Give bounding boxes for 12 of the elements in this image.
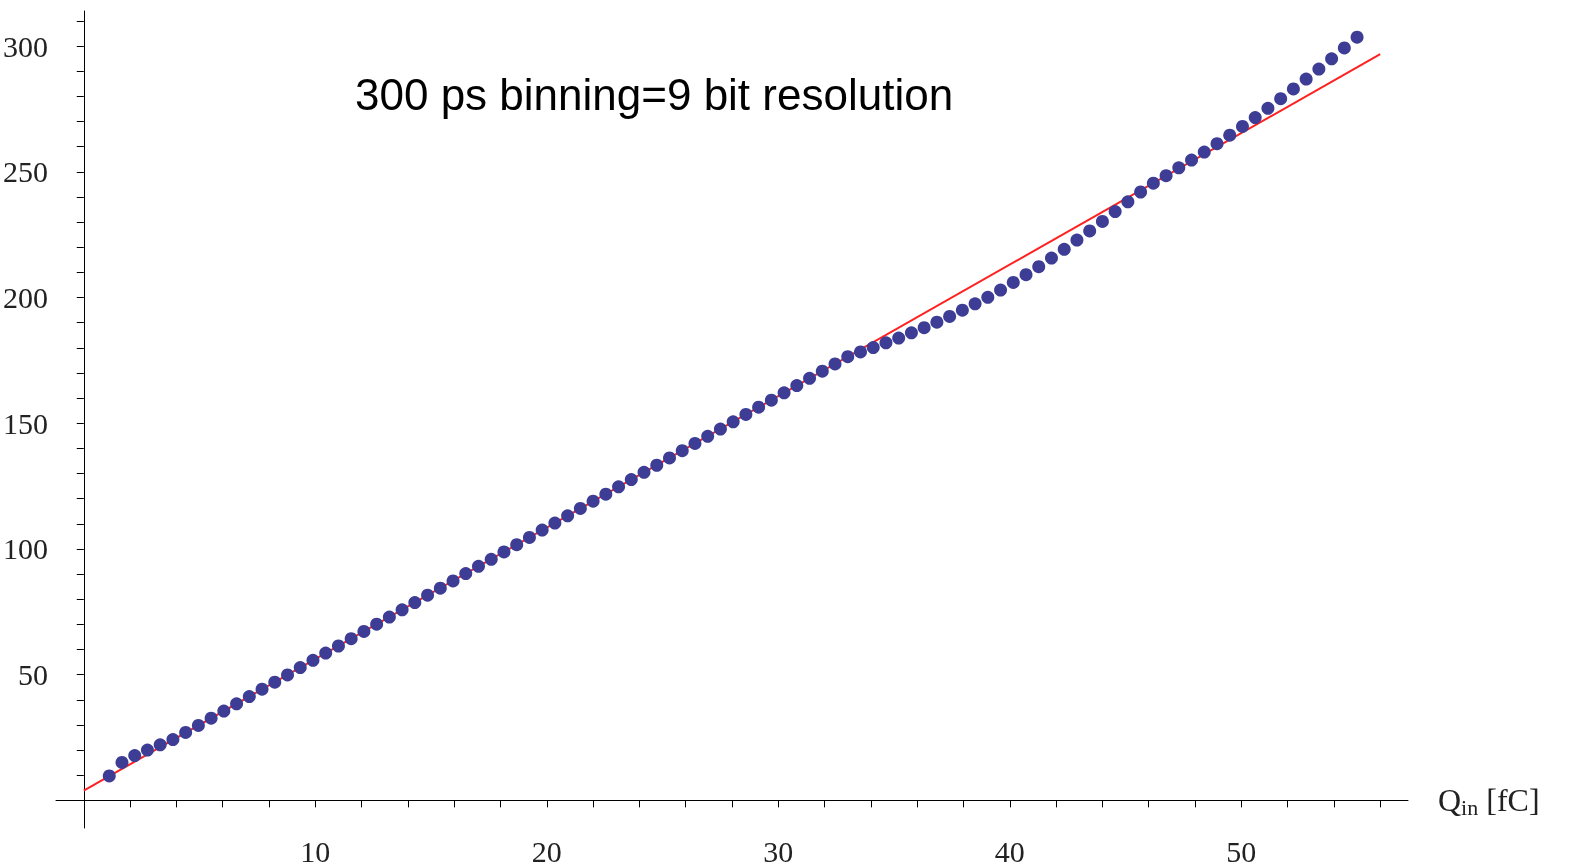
x-tick-label: 10 xyxy=(300,834,331,866)
x-tick-label: 30 xyxy=(763,834,794,866)
y-tick-label: 150 xyxy=(3,406,48,440)
y-tick-label: 50 xyxy=(18,658,48,692)
y-tick-label: 300 xyxy=(3,29,48,63)
x-tick-label: 40 xyxy=(994,834,1025,866)
x-tick-label: 20 xyxy=(531,834,562,866)
y-tick-label: 200 xyxy=(3,281,48,315)
y-tick-label: 250 xyxy=(3,155,48,189)
annotation: 300 ps binning=9 bit resolution xyxy=(355,69,954,119)
x-tick-label: 50 xyxy=(1226,834,1257,866)
y-tick-label: 100 xyxy=(3,532,48,566)
